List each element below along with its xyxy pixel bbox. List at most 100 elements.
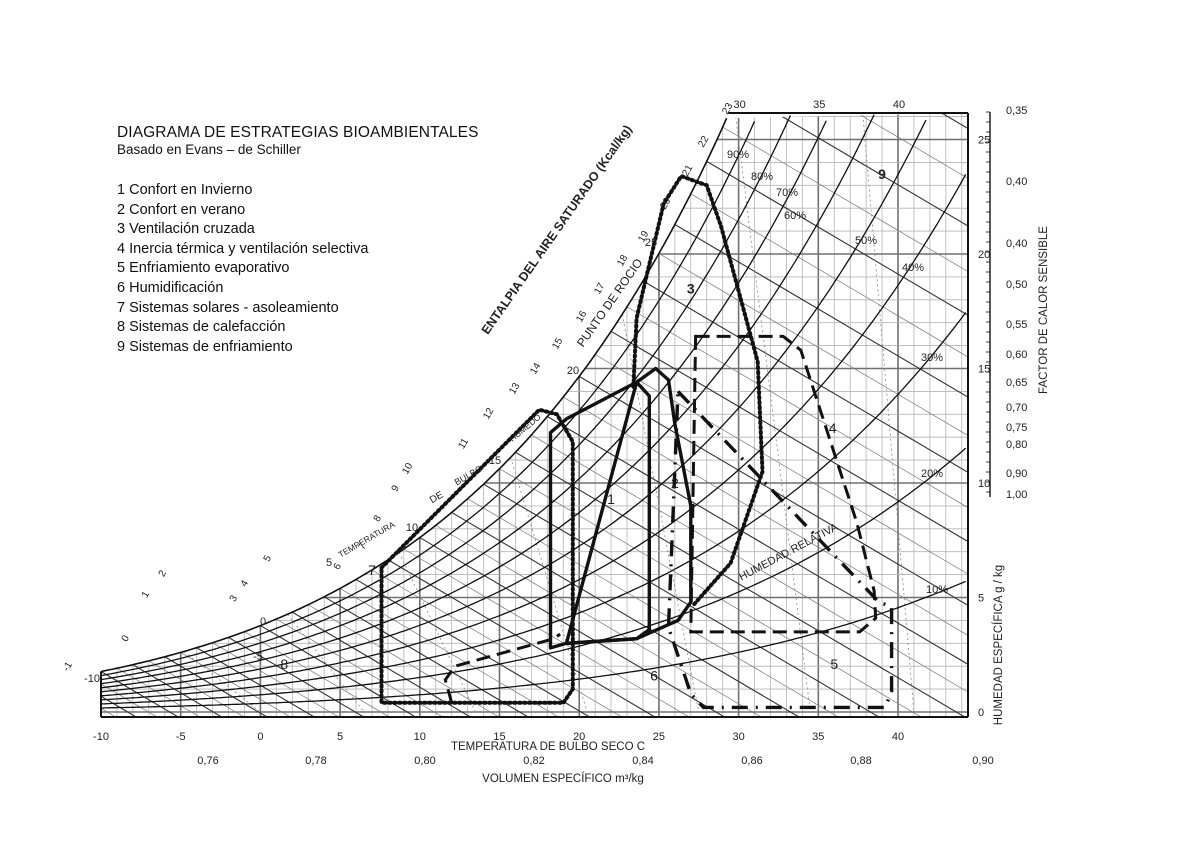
shf-tick-label: 0,50: [1006, 279, 1027, 291]
x-tick-label: 15: [493, 731, 505, 743]
legend-item: 6 Humidificación: [117, 279, 224, 296]
x-axis-title: TEMPERATURA DE BULBO SECO C: [451, 741, 645, 753]
legend-item: 1 Confort en Invierno: [117, 182, 253, 198]
enthalpy-tick-label: 3: [228, 593, 241, 604]
title-block: DIAGRAMA DE ESTRATEGIAS BIOAMBIENTALES B…: [117, 124, 479, 158]
wetbulb-tick-label: -10: [84, 673, 100, 685]
legend-item: 9 Sistemas de enfriamiento: [117, 338, 293, 355]
zone-label-7: 7: [368, 562, 376, 578]
shf-tick-label: 0,90: [1006, 468, 1027, 480]
shf-axis-title: FACTOR DE CALOR SENSIBLE: [1038, 226, 1050, 394]
rh-curve-label: 90%: [727, 149, 749, 161]
enthalpy-tick-label: 16: [574, 309, 589, 325]
enthalpy-tick-label: -1: [61, 660, 75, 674]
shf-tick-label: 1,00: [1006, 489, 1027, 501]
wetbulb-tick-label: 20: [567, 365, 579, 377]
zone-2-outline: [564, 366, 693, 645]
wetbulb-tick-label: 15: [489, 455, 501, 467]
y-tick-label: 0: [978, 707, 984, 719]
shf-tick-label: 0,65: [1006, 377, 1027, 389]
chart-title: DIAGRAMA DE ESTRATEGIAS BIOAMBIENTALES: [117, 124, 479, 141]
enthalpy-tick-label: 14: [528, 361, 543, 377]
y-tick-label: 25: [978, 135, 990, 147]
zone-label-8: 8: [280, 656, 288, 672]
legend-item: 5 Enfriamiento evaporativo: [117, 260, 290, 277]
zone-6-outline: [443, 632, 561, 704]
shf-tick-label: 0,40: [1006, 238, 1027, 250]
x-tick-label: 10: [414, 731, 426, 743]
legend-item: 8 Sistemas de calefacción: [117, 319, 286, 336]
rh-curve-label: 70%: [776, 187, 798, 199]
wetbulb-title: TEMPERATURA: [336, 519, 396, 560]
wetbulb-tick-label: 0: [260, 616, 266, 628]
zone-5-outline: [666, 387, 894, 710]
x-tick-label: -10: [93, 731, 109, 743]
legend-item: 4 Inercia térmica y ventilación selectiv…: [117, 240, 369, 257]
enthalpy-tick-label: 7: [357, 541, 370, 552]
zone-label-1: 1: [607, 491, 615, 507]
x-tick-label: 5: [337, 731, 343, 743]
enthalpy-tick-label: 11: [456, 436, 471, 451]
zone-4-outline: [689, 334, 878, 634]
legend-item: 2 Confort en verano: [117, 201, 246, 218]
rh-curve-label: 60%: [784, 210, 806, 222]
x-tick-label: 35: [812, 731, 824, 743]
legend-item: 7 Sistemas solares - asoleamiento: [117, 299, 339, 316]
rh-curves: [100, 114, 967, 709]
enthalpy-tick-label: 1: [140, 589, 153, 600]
volume-tick-label: 0,86: [741, 755, 762, 767]
volume-tick-label: 0,76: [197, 755, 218, 767]
wetbulb-tick-label: -5: [253, 651, 263, 663]
zone-label-6: 6: [650, 667, 658, 683]
enthalpy-tick-label: 4: [239, 578, 252, 589]
y-tick-label: 5: [978, 593, 984, 605]
x-tick-label: 0: [257, 731, 263, 743]
volume-tick-label: 0,84: [632, 755, 653, 767]
zone-3-outline: [379, 407, 575, 705]
enthalpy-tick-label: 12: [481, 406, 496, 422]
top-tick-label: 30: [733, 99, 745, 111]
wetbulb-tick-label: 5: [326, 557, 332, 569]
wetbulb-tick-label: 25: [645, 237, 657, 249]
chart-frame: [100, 111, 991, 718]
enthalpy-tick-label: 10: [400, 461, 415, 477]
top-tick-label: 40: [893, 99, 905, 111]
y-tick-label: 20: [978, 249, 990, 261]
enthalpy-tick-label: 22: [696, 134, 711, 150]
zone-3b-outline: [631, 173, 765, 607]
x-tick-label: -5: [176, 731, 186, 743]
zone-label-4: 4: [829, 420, 837, 436]
shf-tick-label: 0,35: [1006, 105, 1027, 117]
strategy-zones: [379, 173, 894, 710]
rh-curve-label: 40%: [902, 262, 924, 274]
enthalpy-tick-label: 15: [550, 336, 565, 352]
enthalpy-tick-label: 13: [507, 381, 522, 397]
shf-tick-label: 0,55: [1006, 319, 1027, 331]
volume-tick-label: 0,80: [414, 755, 435, 767]
enthalpy-tick-label: 18: [615, 253, 630, 269]
enthalpy-tick-label: 6: [332, 561, 345, 572]
volume-axis-title: VOLUMEN ESPECÍFICO m³/kg: [482, 772, 644, 785]
enthalpy-tick-label: 17: [592, 281, 607, 297]
wetbulb-title: BULBO: [453, 463, 484, 487]
volume-tick-label: 0,82: [523, 755, 544, 767]
shf-tick-label: 0,80: [1006, 439, 1027, 451]
wetbulb-tick-label: 10: [406, 522, 418, 534]
x-tick-label: 20: [573, 731, 585, 743]
zone-label-3: 3: [687, 280, 695, 296]
enthalpy-tick-label: 20: [658, 196, 673, 212]
shf-tick-label: 0,75: [1006, 422, 1027, 434]
chart-subtitle: Basado en Evans – de Schiller: [117, 142, 301, 157]
y-axis-title: HUMEDAD ESPECÍFICA g / kg: [992, 565, 1005, 725]
enthalpy-tick-label: 2: [157, 568, 170, 579]
enthalpy-tick-label: 21: [680, 163, 695, 179]
enthalpy-tick-label: 8: [372, 513, 385, 524]
top-tick-label: 35: [813, 99, 825, 111]
zone-label-2: 2: [671, 475, 679, 491]
enthalpy-tick-label: 23: [720, 101, 735, 117]
zone-label-9: 9: [878, 166, 886, 182]
enthalpy-tick-label: 9: [390, 483, 403, 494]
enthalpy-tick-label: 5: [262, 553, 275, 564]
rh-curve-label: 80%: [751, 171, 773, 183]
